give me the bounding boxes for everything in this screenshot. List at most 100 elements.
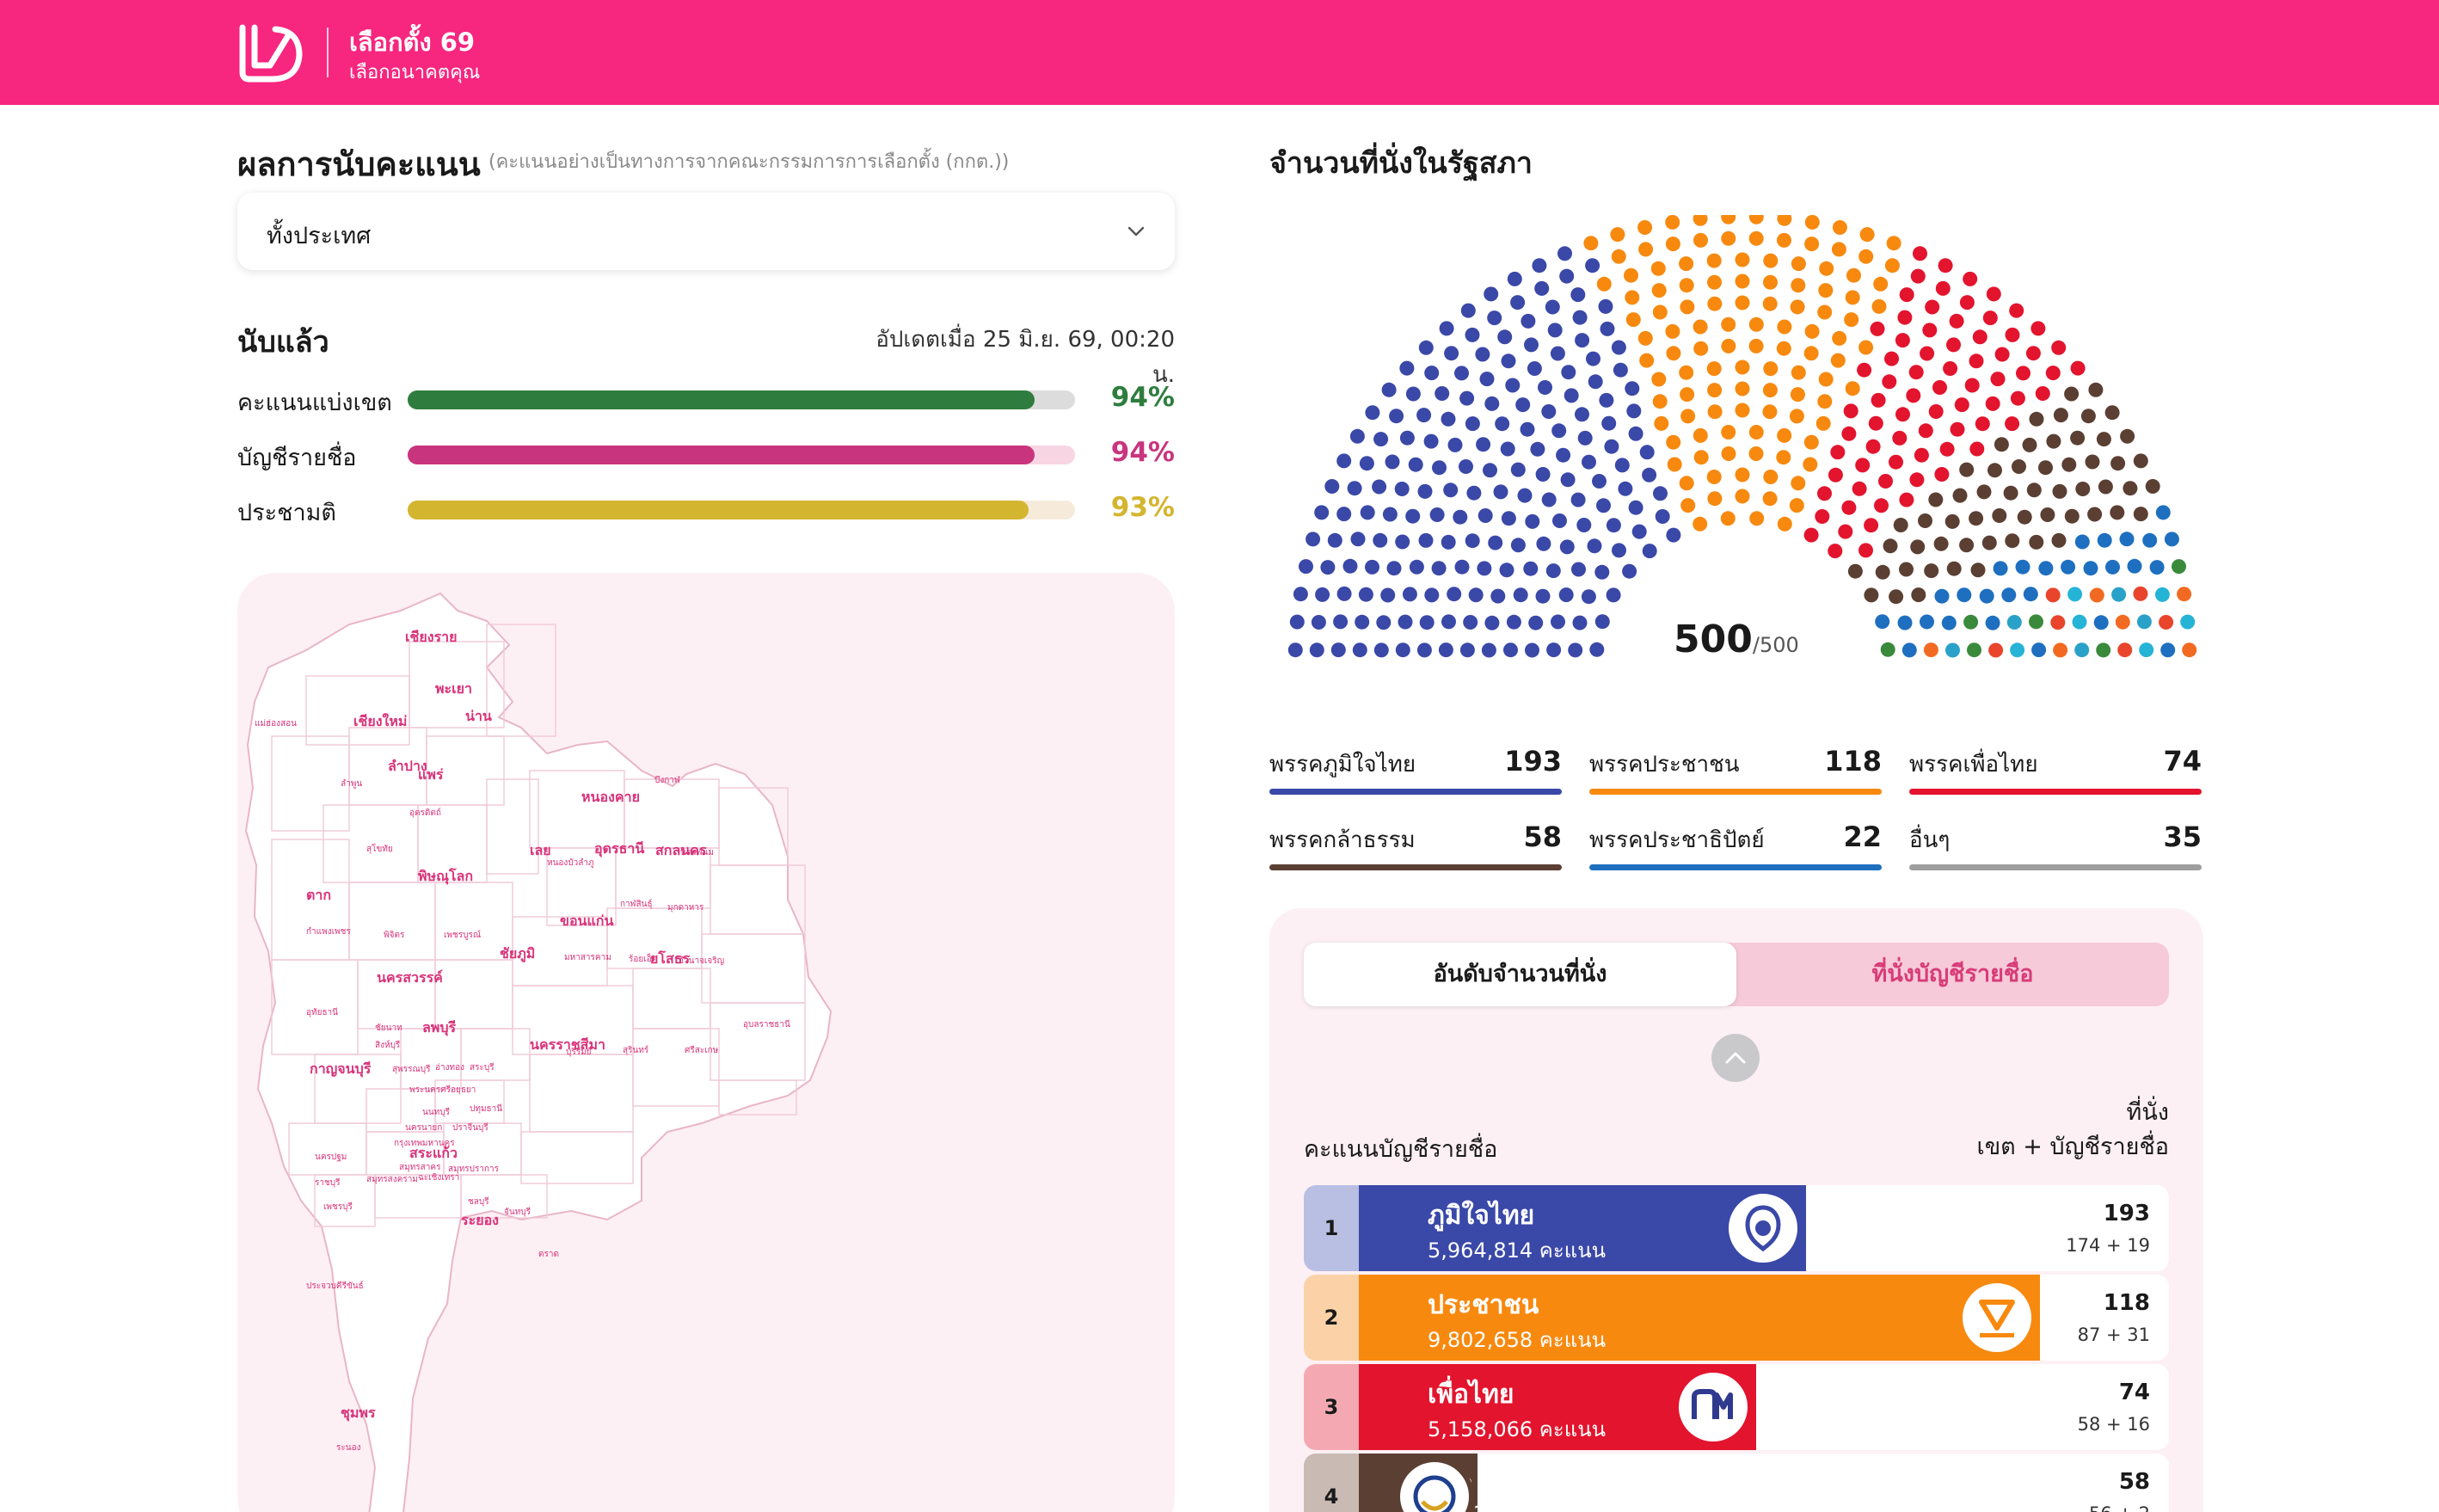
province-label[interactable]: นครสวรรค์ xyxy=(377,969,443,986)
seat-dot xyxy=(1763,274,1778,290)
ranking-row[interactable]: 4 กล้าธรรม 606,213 คะแนน 58 56 + 2 xyxy=(1304,1454,2169,1512)
province-label[interactable]: สมุทรปราการ xyxy=(448,1165,500,1174)
province-label[interactable]: ประจวบคีรีขันธ์ xyxy=(306,1281,364,1291)
province-label[interactable]: มุกดาหาร xyxy=(667,903,704,913)
province-label[interactable]: ขอนแก่น xyxy=(560,913,613,929)
province-label[interactable]: บึงกาฬ xyxy=(654,775,681,785)
province-label[interactable]: เชียงราย xyxy=(405,629,457,645)
province-label[interactable]: กาญจนบุรี xyxy=(310,1060,372,1078)
tab-party-list-seats[interactable]: ที่นั่งบัญชีรายชื่อ xyxy=(1871,961,2034,987)
party-summary-peoples[interactable]: พรรคประชาชน 118 xyxy=(1589,741,1882,795)
province-label[interactable]: สุโขทัย xyxy=(366,843,393,854)
province-label[interactable]: สกลนคร xyxy=(655,842,707,858)
d-logo-icon[interactable] xyxy=(237,22,306,84)
province-label[interactable]: ชัยภูมิ xyxy=(500,945,535,963)
province-label[interactable]: ตาก xyxy=(306,887,331,903)
seat-dot xyxy=(1935,280,1951,296)
province-label[interactable]: สิงห์บุรี xyxy=(375,1040,401,1050)
parliament-hemicycle[interactable] xyxy=(1269,215,2215,679)
province-label[interactable]: กรุงเทพมหานคร xyxy=(394,1139,455,1148)
province-label[interactable]: นครพนม xyxy=(680,848,714,857)
province-label[interactable]: เพชรบุรี xyxy=(323,1202,353,1212)
party-votes: 9,802,658 คะแนน xyxy=(1428,1328,1606,1352)
seat-dot xyxy=(1594,564,1610,580)
province-label[interactable]: ปราจีนบุรี xyxy=(452,1122,488,1133)
province-label[interactable]: กำแพงเพชร xyxy=(306,927,351,937)
seat-dot xyxy=(2089,587,2104,603)
province-label[interactable]: แพร่ xyxy=(418,766,444,783)
province-label[interactable]: เชียงใหม่ xyxy=(353,713,407,729)
province-label[interactable]: หนองคาย xyxy=(581,789,640,805)
province-label[interactable]: ชลบุรี xyxy=(468,1196,489,1207)
province-label[interactable]: ระนอง xyxy=(336,1443,361,1453)
province-label[interactable]: อุตรดิตถ์ xyxy=(409,808,441,818)
scroll-up-button[interactable] xyxy=(1711,1034,1760,1082)
seat-dot xyxy=(1865,439,1881,454)
seat-dot xyxy=(1453,509,1468,525)
province-label[interactable]: ร้อยเอ็ด xyxy=(629,952,657,964)
province-label[interactable]: อ่างทอง xyxy=(435,1063,464,1073)
province-label[interactable]: บุรีรัมย์ xyxy=(566,1047,592,1057)
seat-dot xyxy=(1830,353,1846,368)
province-label[interactable]: นนทบุรี xyxy=(422,1107,451,1117)
province-label[interactable]: สุพรรณบุรี xyxy=(392,1064,431,1074)
ranking-row[interactable]: 1 ภูมิใจไทย 5,964,814 คะแนน 193 174 + 19 xyxy=(1304,1185,2169,1271)
seat-dot xyxy=(1680,387,1695,403)
province-label[interactable]: กาฬสินธุ์ xyxy=(620,899,653,909)
province-label[interactable]: สุรินทร์ xyxy=(623,1045,649,1055)
province-label[interactable]: ปทุมธานี xyxy=(470,1103,502,1114)
province-label[interactable]: นครราชสีมา xyxy=(530,1036,605,1053)
province-label[interactable]: หนองบัวลำภู xyxy=(547,858,594,868)
region-select[interactable]: ทั้งประเทศ xyxy=(237,193,1175,270)
province-label[interactable]: แม่ฮ่องสอน xyxy=(255,719,297,728)
province-label[interactable]: ลำปาง xyxy=(388,758,427,774)
province-label[interactable]: พะเยา xyxy=(435,680,472,697)
seat-dot xyxy=(1320,560,1336,575)
seat-dot xyxy=(1949,313,1964,329)
seat-dot xyxy=(1639,353,1655,368)
province-label[interactable]: ชัยนาท xyxy=(375,1023,402,1033)
party-summary-democrat[interactable]: พรรคประชาธิปัตย์ 22 xyxy=(1589,817,1882,870)
province-label[interactable]: เพชรบูรณ์ xyxy=(444,930,481,940)
province-label[interactable]: ยโสธร xyxy=(650,950,691,967)
seat-dot xyxy=(1845,290,1860,305)
province-label[interactable]: สระแก้ว xyxy=(409,1145,458,1161)
province-label[interactable]: ราชบุรี xyxy=(315,1177,341,1188)
province-label[interactable]: พิษณุโลก xyxy=(418,867,473,885)
province-label[interactable]: สมุทรสาคร xyxy=(399,1163,441,1172)
province-label[interactable]: อุทัยธานี xyxy=(306,1007,338,1017)
ranking-row[interactable]: 3 เพื่อไทย 5,158,066 คะแนน 74 58 + 16 xyxy=(1304,1364,2169,1450)
province-label[interactable]: ฉะเชิงเทรา xyxy=(418,1173,459,1183)
seat-dot xyxy=(1884,258,1900,274)
province-label[interactable]: ศรีสะเกษ xyxy=(685,1045,719,1055)
province-label[interactable]: นครนายก xyxy=(405,1123,442,1133)
ranking-row[interactable]: 2 ประชาชน 9,802,658 คะแนน 118 87 + 31 xyxy=(1304,1275,2169,1361)
province-label[interactable]: เลย xyxy=(530,842,551,858)
brand-title[interactable]: เลือกตั้ง 69 xyxy=(349,28,476,57)
seat-dot xyxy=(1583,236,1599,251)
province-label[interactable]: จันทบุรี xyxy=(504,1207,531,1217)
province-label[interactable]: พิจิตร xyxy=(384,931,405,940)
party-summary-bhumjaithai[interactable]: พรรคภูมิใจไทย 193 xyxy=(1269,741,1562,795)
party-summary-pheu-thai[interactable]: พรรคเพื่อไทย 74 xyxy=(1909,741,2202,795)
province-label[interactable]: ลำพูน xyxy=(341,779,362,789)
province-label[interactable]: สระบุรี xyxy=(470,1062,495,1073)
province-label[interactable]: สมุทรสงคราม xyxy=(366,1175,418,1184)
province-label[interactable]: ระยอง xyxy=(461,1212,499,1228)
tab-seat-ranking[interactable]: อันดับจำนวนที่นั่ง xyxy=(1304,943,1736,1006)
party-summary-kla-tham[interactable]: พรรคกล้าธรรม 58 xyxy=(1269,817,1562,870)
province-label[interactable]: มหาสารคาม xyxy=(564,953,611,962)
party-summary-others[interactable]: อื่นๆ 35 xyxy=(1909,817,2202,870)
province-label[interactable]: อุบลราชธานี xyxy=(743,1019,790,1030)
province-label[interactable]: นครปฐม xyxy=(315,1152,347,1162)
seat-dot xyxy=(1969,441,1985,457)
province-label[interactable]: น่าน xyxy=(465,708,492,724)
province-label[interactable]: ลพบุรี xyxy=(422,1019,457,1036)
province-label[interactable]: อำนาจเจริญ xyxy=(679,956,724,966)
province-label[interactable]: พระนครศรีอยุธยา xyxy=(409,1085,476,1095)
seat-dot xyxy=(1667,457,1682,472)
province-label[interactable]: ชุมพร xyxy=(341,1404,376,1422)
province-label[interactable]: ตราด xyxy=(538,1250,559,1259)
province-label[interactable]: อุดรธานี xyxy=(594,840,644,857)
